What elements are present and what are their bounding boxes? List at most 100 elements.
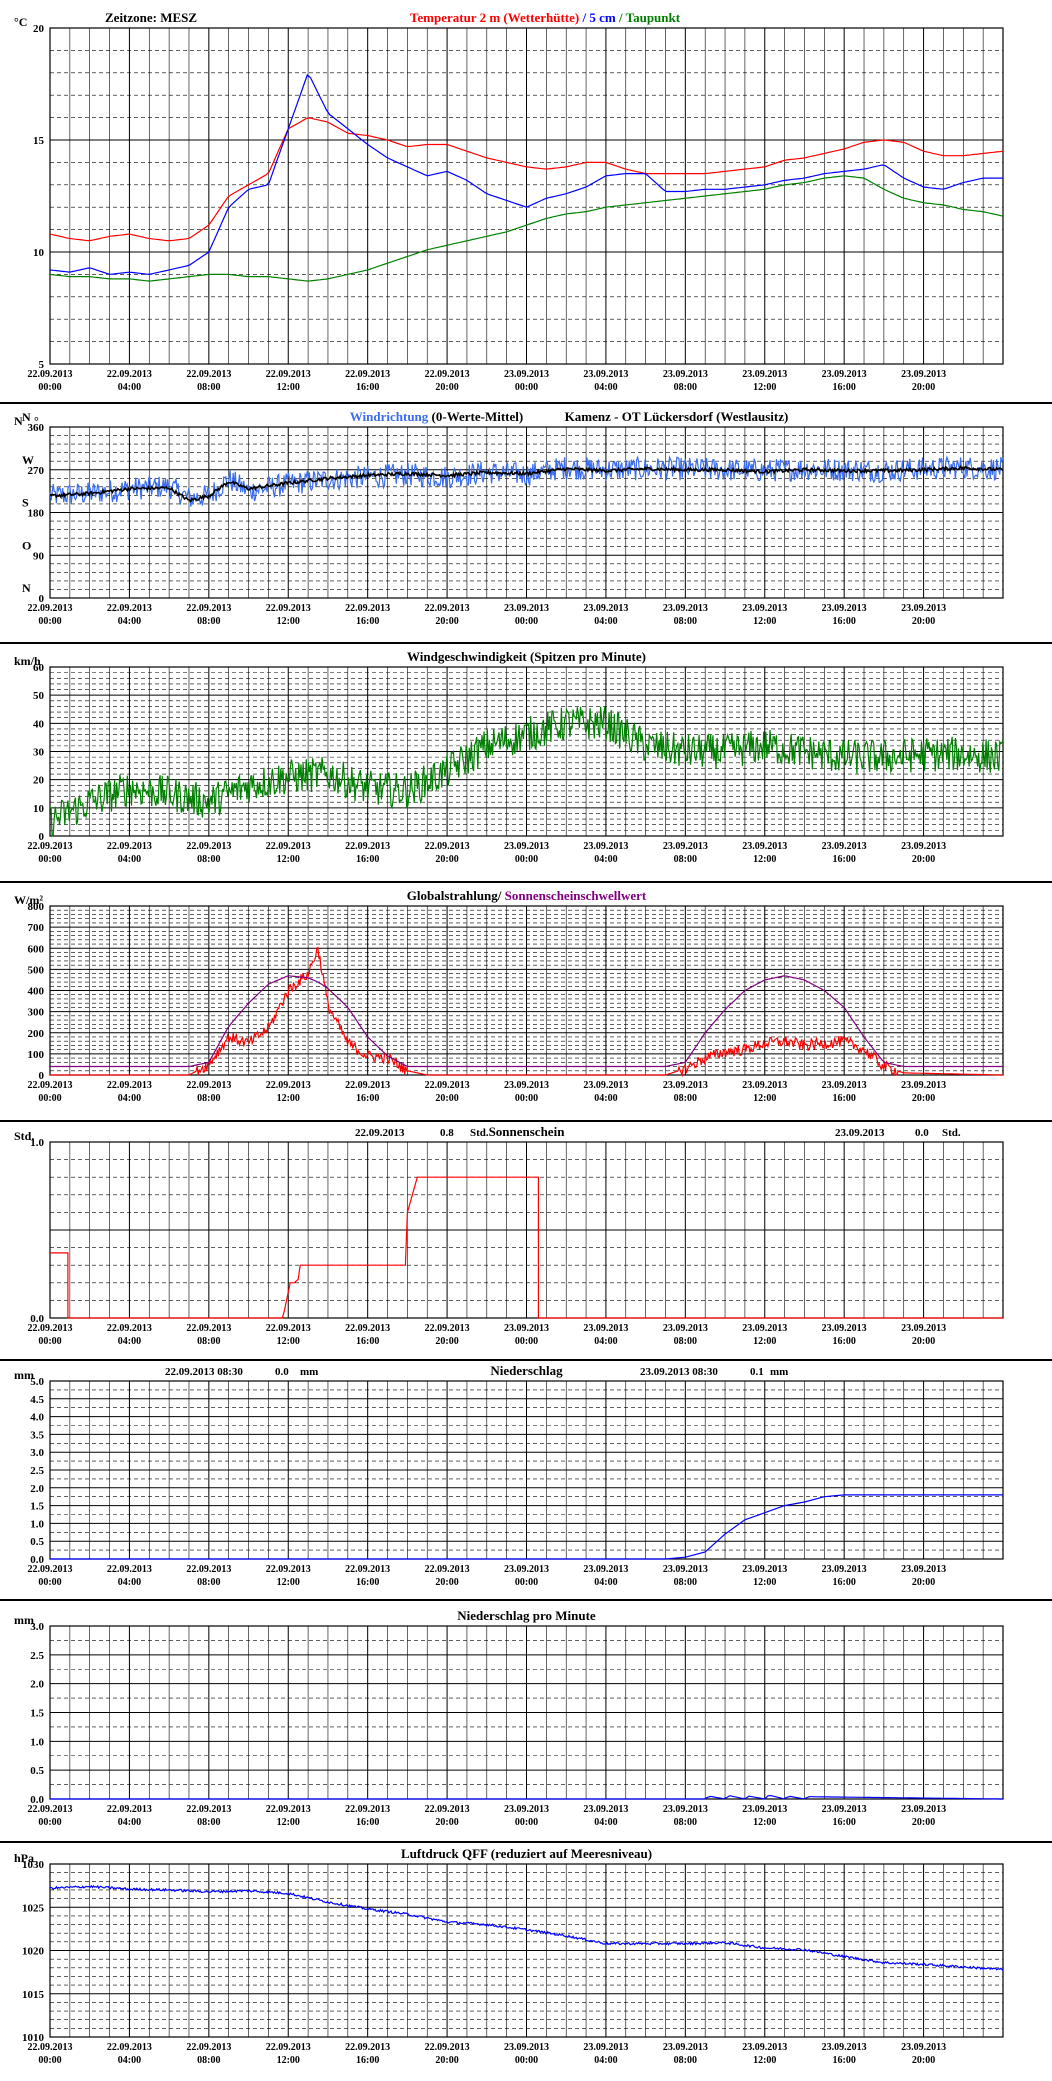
- x-tick-date: 22.09.2013: [425, 1080, 470, 1091]
- x-tick-date: 22.09.2013: [186, 1804, 231, 1815]
- x-tick-time: 12:00: [753, 616, 776, 627]
- x-tick-date: 22.09.2013: [107, 1564, 152, 1575]
- x-tick-date: 22.09.2013: [186, 603, 231, 614]
- x-tick-date: 23.09.2013: [583, 603, 628, 614]
- y-tick-label: 1025: [22, 1902, 45, 1914]
- unit-label: W/m²: [14, 893, 43, 907]
- y-tick-label: 20: [33, 775, 45, 787]
- x-tick-time: 08:00: [674, 854, 697, 865]
- x-tick-time: 20:00: [912, 1093, 935, 1104]
- x-tick-time: 20:00: [435, 1093, 458, 1104]
- chart-title-part: /: [616, 10, 626, 25]
- x-tick-date: 22.09.2013: [266, 369, 311, 380]
- x-tick-date: 23.09.2013: [504, 2042, 549, 2053]
- x-tick-date: 23.09.2013: [504, 603, 549, 614]
- x-tick-date: 22.09.2013: [345, 1804, 390, 1815]
- x-tick-date: 22.09.2013: [425, 1804, 470, 1815]
- x-tick-time: 04:00: [594, 1817, 617, 1828]
- compass-label: W: [22, 453, 34, 467]
- x-tick-date: 23.09.2013: [822, 1804, 867, 1815]
- compass-label: N: [22, 410, 31, 424]
- y-tick-label: 1.5: [30, 1501, 44, 1513]
- x-tick-time: 16:00: [832, 616, 855, 627]
- x-tick-time: 04:00: [118, 854, 141, 865]
- x-tick-date: 23.09.2013: [901, 1804, 946, 1815]
- chart-title: Sonnenschein: [489, 1124, 566, 1139]
- x-tick-time: 08:00: [197, 1577, 220, 1588]
- y-tick-label: 1020: [22, 1946, 45, 1958]
- x-tick-time: 20:00: [435, 1817, 458, 1828]
- x-tick-time: 08:00: [674, 2055, 697, 2066]
- x-tick-date: 23.09.2013: [901, 1564, 946, 1575]
- chart-title: Temperatur 2 m (Wetterhütte) / 5 cm / Ta…: [410, 10, 681, 25]
- x-tick-time: 12:00: [277, 1093, 300, 1104]
- x-tick-time: 12:00: [277, 382, 300, 393]
- x-tick-time: 12:00: [753, 382, 776, 393]
- x-tick-date: 22.09.2013: [266, 1564, 311, 1575]
- x-tick-time: 12:00: [277, 1336, 300, 1347]
- annotation-value: 0.0: [915, 1127, 929, 1139]
- x-tick-time: 20:00: [912, 616, 935, 627]
- y-tick-label: 40: [33, 718, 45, 730]
- x-tick-time: 04:00: [594, 1577, 617, 1588]
- y-tick-label: 500: [28, 964, 45, 976]
- x-tick-date: 23.09.2013: [583, 369, 628, 380]
- x-tick-time: 16:00: [832, 1336, 855, 1347]
- y-tick-label: 2.0: [30, 1483, 44, 1495]
- x-tick-time: 16:00: [832, 854, 855, 865]
- y-tick-label: 1030: [22, 1859, 45, 1871]
- x-tick-date: 22.09.2013: [28, 1804, 73, 1815]
- x-tick-date: 23.09.2013: [583, 1323, 628, 1334]
- unit-label: mm: [14, 1368, 34, 1382]
- x-tick-time: 08:00: [197, 382, 220, 393]
- chart-temperature: 5 10 15 20 °C Temperatur 2 m (Wetterhütte) / …: [14, 10, 1004, 393]
- chart-title: Niederschlag pro Minute: [457, 1608, 596, 1623]
- annotation-date: 22.09.2013: [355, 1127, 405, 1139]
- y-tick-label: 0.0: [30, 1554, 44, 1566]
- x-tick-date: 23.09.2013: [901, 2042, 946, 2053]
- x-tick-time: 04:00: [594, 616, 617, 627]
- chart-title: Windgeschwindigkeit (Spitzen pro Minute): [407, 649, 646, 664]
- x-tick-time: 16:00: [832, 1577, 855, 1588]
- chart-precipitation: 0.00.51.01.52.02.53.03.54.04.55.0mm Niede…: [14, 1363, 1004, 1588]
- unit-label: °: [34, 414, 39, 428]
- chart-title-part: Luftdruck QFF (reduziert auf Meeresnivea…: [401, 1846, 652, 1861]
- x-tick-time: 16:00: [832, 382, 855, 393]
- y-tick-label: 0.0: [30, 1313, 44, 1325]
- chart-title-part: Niederschlag pro Minute: [457, 1608, 596, 1623]
- x-tick-time: 12:00: [753, 1817, 776, 1828]
- x-tick-time: 16:00: [356, 854, 379, 865]
- chart-precip_minute: 0.0 0.5 1.0 1.5 2.0 2.5 3.0mm Niederschlag pro …: [14, 1608, 1004, 1828]
- chart-title-part: (0-Werte-Mittel): [428, 409, 523, 424]
- x-tick-date: 23.09.2013: [663, 2042, 708, 2053]
- y-tick-label: 360: [28, 422, 45, 434]
- y-tick-label: 1.0: [30, 1736, 44, 1748]
- x-tick-date: 22.09.2013: [266, 603, 311, 614]
- y-tick-label: 30: [33, 747, 45, 759]
- x-tick-date: 23.09.2013: [583, 1564, 628, 1575]
- y-tick-label: 700: [28, 922, 45, 934]
- x-tick-date: 22.09.2013: [107, 369, 152, 380]
- x-tick-date: 22.09.2013: [186, 1080, 231, 1091]
- annotation-unit: mm: [300, 1366, 318, 1378]
- y-tick-label: 0: [39, 831, 45, 843]
- x-tick-time: 08:00: [674, 1817, 697, 1828]
- y-tick-label: 4.0: [30, 1412, 44, 1424]
- x-tick-date: 22.09.2013: [345, 1564, 390, 1575]
- x-tick-time: 20:00: [912, 382, 935, 393]
- y-tick-label: 400: [28, 986, 45, 998]
- y-tick-label: 180: [28, 508, 45, 520]
- x-tick-date: 22.09.2013: [266, 2042, 311, 2053]
- x-tick-time: 12:00: [753, 1093, 776, 1104]
- chart-title: Globalstrahlung/ Sonnenscheinschwellwert: [407, 888, 647, 903]
- x-tick-date: 22.09.2013: [28, 2042, 73, 2053]
- annotation-value: 0.0: [275, 1366, 289, 1378]
- x-tick-time: 20:00: [435, 1577, 458, 1588]
- x-tick-time: 20:00: [435, 1336, 458, 1347]
- series-precip_minute-0: [50, 1794, 1003, 1800]
- x-tick-date: 22.09.2013: [425, 841, 470, 852]
- x-tick-time: 16:00: [356, 1577, 379, 1588]
- x-tick-time: 08:00: [197, 616, 220, 627]
- unit-label: mm: [14, 1613, 34, 1627]
